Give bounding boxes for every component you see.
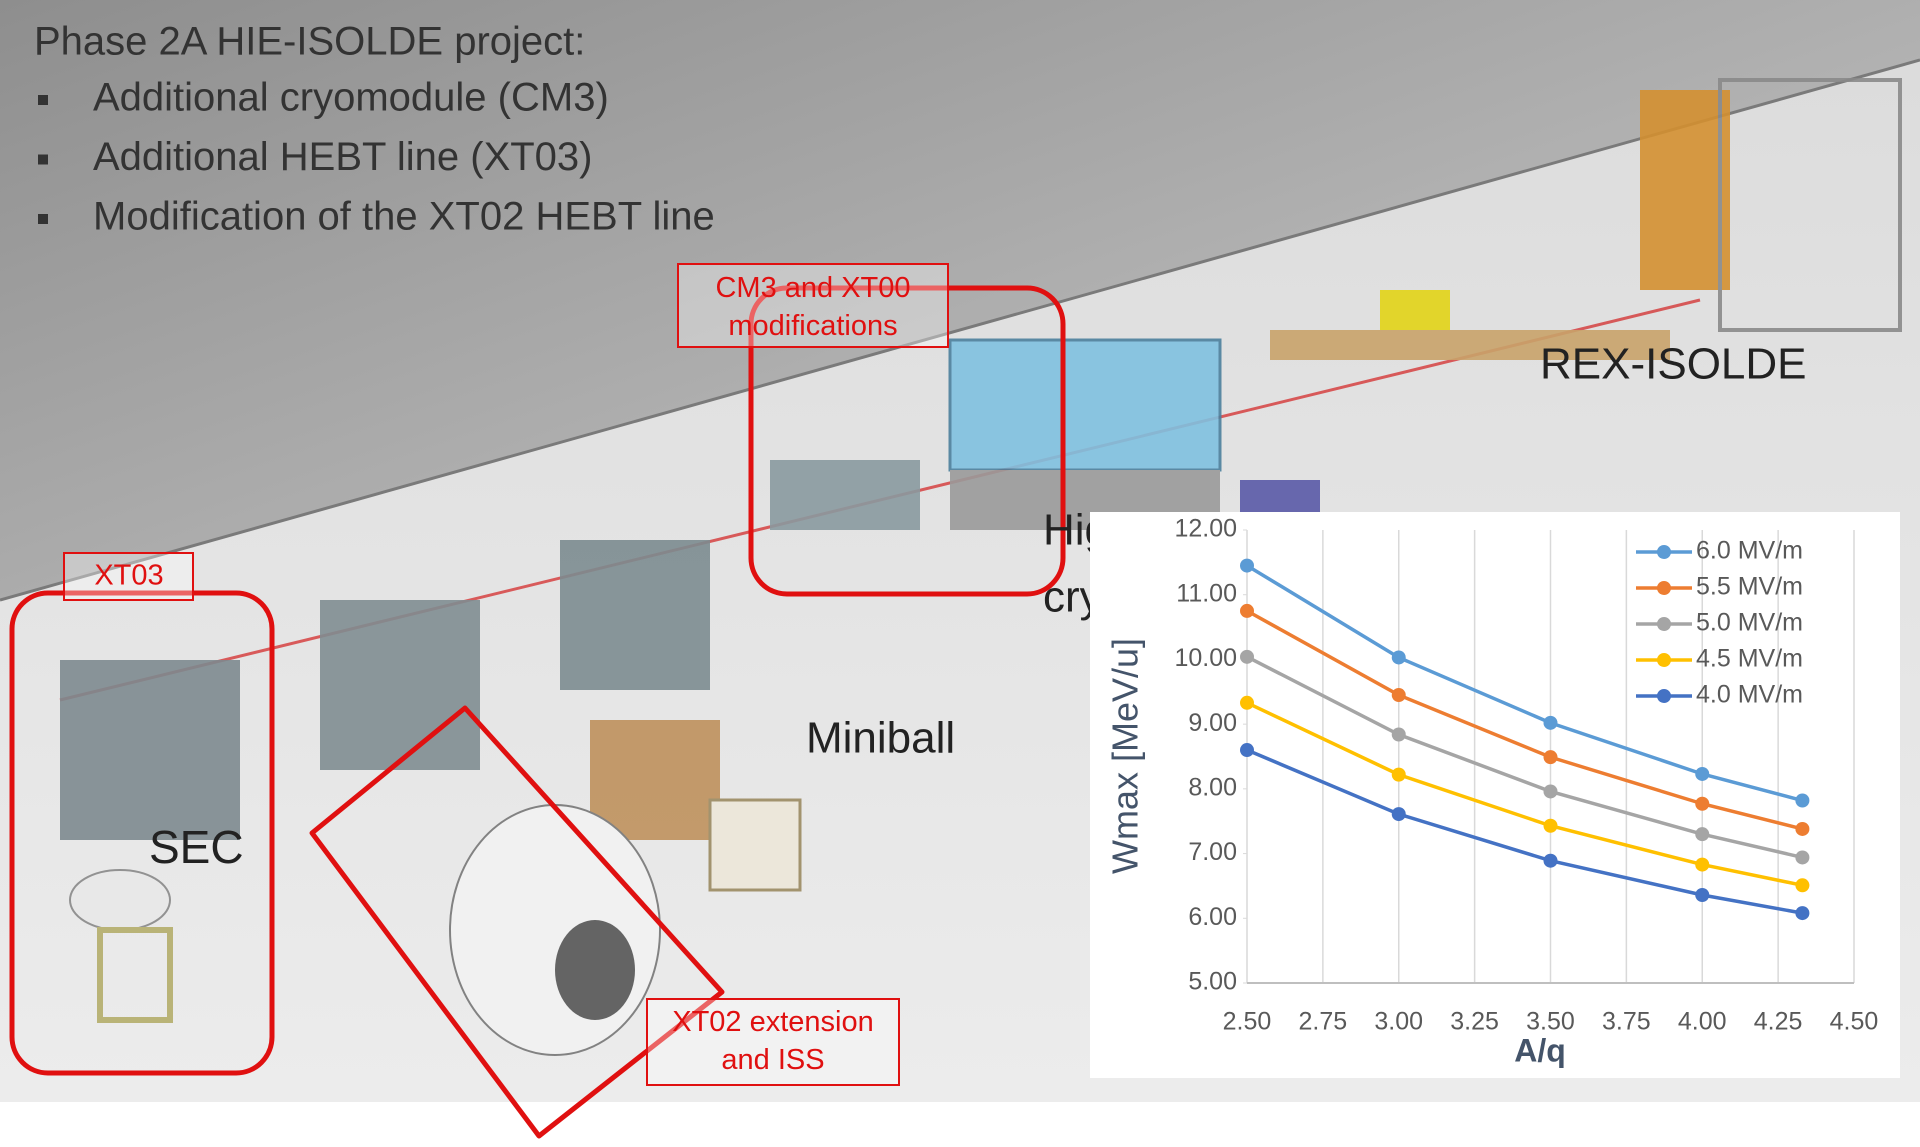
point [1695,888,1709,902]
point [1392,688,1406,702]
y-tick-label: 5.00 [1188,968,1237,996]
x-tick-label: 3.00 [1374,1008,1423,1036]
point [1544,716,1558,730]
point [1392,768,1406,782]
point [1240,559,1254,573]
x-tick-label: 3.75 [1602,1008,1651,1036]
y-tick-label: 11.00 [1176,579,1237,607]
y-tick-label: 10.00 [1174,644,1237,672]
x-tick-label: 4.50 [1830,1008,1879,1036]
callout-text: XT03 [94,560,163,592]
legend-label: 5.5 MV/m [1696,573,1803,601]
scene-label: SEC [149,821,244,873]
legend-swatch [1657,581,1671,595]
x-tick-label: 2.75 [1299,1008,1348,1036]
legend-swatch [1657,653,1671,667]
legend-label: 5.0 MV/m [1696,609,1803,637]
y-axis-title: Wmax [MeV/u] [1105,638,1146,874]
bullet-marker [38,95,48,105]
x-tick-label: 3.50 [1526,1008,1575,1036]
legend-swatch [1657,617,1671,631]
point [1392,727,1406,741]
bullet-marker [38,214,48,224]
scene-label: Miniball [806,714,955,763]
point [1392,650,1406,664]
point [1544,784,1558,798]
point [1695,858,1709,872]
point [1695,827,1709,841]
point [1795,794,1809,808]
point [1795,878,1809,892]
legend-label: 6.0 MV/m [1696,537,1803,565]
x-tick-label: 3.25 [1450,1008,1499,1036]
point [1240,743,1254,757]
slide: CM3 and XT00modifications XT03 XT02 exte… [0,0,1920,1142]
bullet-text: Additional HEBT line (XT03) [93,135,593,179]
point [1240,604,1254,618]
point [1544,819,1558,833]
legend-label: 4.0 MV/m [1696,681,1803,709]
point [1795,850,1809,864]
bullet-text: Additional cryomodule (CM3) [93,76,609,120]
bullet-text: Modification of the XT02 HEBT line [93,195,715,239]
legend-swatch [1657,689,1671,703]
point [1544,750,1558,764]
point [1795,906,1809,920]
point [1240,650,1254,664]
x-tick-label: 4.00 [1678,1008,1727,1036]
bullet-marker [38,155,48,165]
point [1695,767,1709,781]
y-tick-label: 9.00 [1188,709,1237,737]
point [1240,696,1254,710]
x-tick-label: 4.25 [1754,1008,1803,1036]
x-axis-title: A/q [1514,1032,1566,1068]
y-tick-label: 7.00 [1188,838,1237,866]
point [1392,807,1406,821]
point [1544,854,1558,868]
slide-title: Phase 2A HIE-ISOLDE project: [34,20,585,64]
y-tick-label: 8.00 [1188,773,1237,801]
legend-swatch [1657,545,1671,559]
x-tick-label: 2.50 [1223,1008,1272,1036]
point [1795,822,1809,836]
legend-label: 4.5 MV/m [1696,645,1803,673]
scene-label: REX-ISOLDE [1540,340,1807,389]
point [1695,797,1709,811]
y-tick-label: 12.00 [1174,515,1237,543]
y-tick-label: 6.00 [1188,903,1237,931]
